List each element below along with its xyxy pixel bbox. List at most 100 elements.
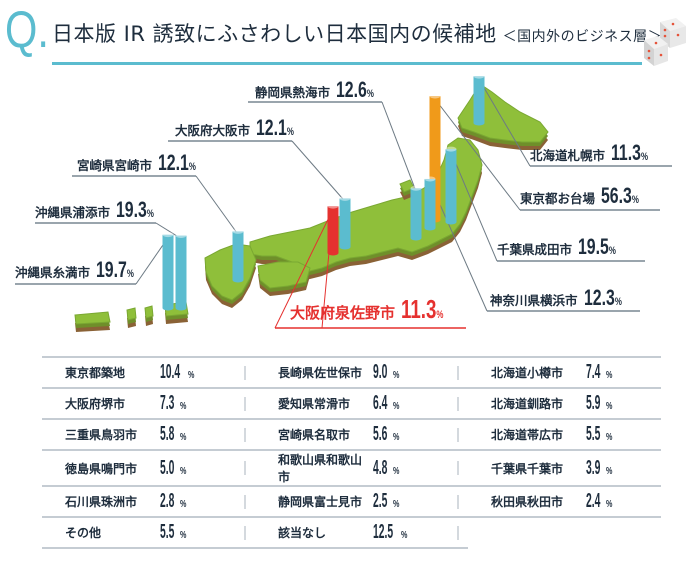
bar-cap bbox=[473, 73, 485, 79]
bar-candidate bbox=[162, 232, 174, 311]
map-label: 神奈川県横浜市 12.3% bbox=[490, 285, 636, 311]
percent-value: 5.6% bbox=[373, 418, 448, 450]
city-name: 千葉県千葉市 bbox=[468, 449, 586, 486]
city-name: 三重県鳥羽市 bbox=[42, 418, 160, 450]
bar-highlight bbox=[327, 203, 339, 256]
column-divider bbox=[448, 356, 468, 388]
title-underline bbox=[52, 62, 642, 65]
city-name: 千葉県成田市 bbox=[497, 242, 573, 257]
column-divider bbox=[235, 387, 255, 419]
table-row: 石川県珠洲市 2.8% 静岡県富士見市 2.5% 秋田県秋田市 2.4% bbox=[42, 485, 661, 517]
map-label: 沖縄県糸満市 19.7% bbox=[15, 257, 149, 283]
percent-value: 4.8% bbox=[373, 449, 448, 486]
city-name: 静岡県熱海市 bbox=[255, 85, 331, 100]
bar-base bbox=[424, 225, 436, 231]
city-name: 大阪府堺市 bbox=[42, 387, 160, 419]
leader-line bbox=[274, 208, 334, 329]
bar-candidate bbox=[232, 228, 244, 283]
bars bbox=[162, 73, 485, 311]
city-name: 北海道釧路市 bbox=[468, 387, 586, 419]
column-divider bbox=[235, 516, 255, 549]
percent-value: 19.7% bbox=[96, 257, 134, 282]
bar bbox=[339, 198, 351, 247]
title-text: 日本版 IR 誘致にふさわしい日本国内の候補地 bbox=[52, 22, 497, 46]
bar-cap bbox=[339, 195, 351, 201]
percent-value: 56.3% bbox=[601, 183, 639, 208]
percent-value: 2.5% bbox=[373, 485, 448, 517]
percent-value: 10.4% bbox=[160, 356, 235, 388]
city-name: 石川県珠洲市 bbox=[42, 485, 160, 517]
percent-value: 5.5% bbox=[160, 516, 235, 549]
island-honshu bbox=[249, 137, 483, 280]
city-name: 大阪府泉佐野市 bbox=[290, 304, 396, 322]
map-label: 千葉県成田市 19.5% bbox=[497, 234, 631, 260]
percent-value: 2.8% bbox=[160, 485, 235, 517]
bar-cap bbox=[410, 185, 422, 191]
bar bbox=[232, 231, 244, 280]
city-name: 長崎県佐世保市 bbox=[255, 356, 373, 388]
city-name: 愛知県常滑市 bbox=[255, 387, 373, 419]
empty-cell bbox=[468, 516, 661, 548]
column-divider bbox=[448, 449, 468, 486]
percent-value: 11.3% bbox=[401, 294, 444, 324]
column-divider bbox=[235, 449, 255, 486]
leader-line bbox=[381, 101, 417, 192]
bar-base bbox=[473, 120, 485, 126]
bar-cap bbox=[162, 232, 174, 238]
bar bbox=[175, 235, 187, 308]
city-name: 大阪府大阪市 bbox=[175, 123, 251, 138]
island-ok1 bbox=[74, 311, 111, 332]
bar-base bbox=[327, 250, 339, 256]
leader-line bbox=[478, 78, 531, 167]
island-shikoku bbox=[257, 261, 311, 296]
percent-value: 6.4% bbox=[373, 387, 448, 419]
japan-map bbox=[15, 73, 672, 332]
city-name: 静岡県富士見市 bbox=[255, 485, 373, 517]
island-kyushu bbox=[204, 243, 257, 308]
city-name: 北海道小樽市 bbox=[468, 356, 586, 388]
bar bbox=[327, 206, 339, 253]
bar bbox=[410, 188, 422, 238]
island-ok2 bbox=[126, 307, 137, 328]
column-divider bbox=[448, 418, 468, 450]
bar-candidate bbox=[410, 185, 422, 241]
bar-cap bbox=[232, 228, 244, 234]
dice-icon bbox=[644, 18, 686, 66]
bar-candidate bbox=[424, 176, 436, 231]
bar bbox=[162, 234, 174, 308]
percent-value: 12.1% bbox=[256, 115, 294, 140]
bar-base bbox=[232, 277, 244, 283]
column-divider bbox=[448, 516, 468, 549]
city-name: 該当なし bbox=[255, 516, 373, 549]
map-label: 大阪府泉佐野市 11.3% bbox=[290, 294, 460, 325]
bar-cap bbox=[429, 93, 441, 99]
city-name: 神奈川県横浜市 bbox=[490, 293, 578, 308]
percent-value: 3.9% bbox=[586, 449, 661, 486]
bar-cap bbox=[327, 203, 339, 209]
bar bbox=[424, 178, 436, 228]
column-divider bbox=[235, 356, 255, 388]
city-name: 和歌山県和歌山市 bbox=[255, 449, 373, 486]
city-name: 沖縄県糸満市 bbox=[15, 265, 91, 280]
map-label: 東京都お台場 56.3% bbox=[520, 183, 654, 209]
map-label: 大阪府大阪市 12.1% bbox=[175, 115, 309, 141]
percent-value: 7.4% bbox=[586, 356, 661, 388]
table-row: その他 5.5% 該当なし 12.5% bbox=[42, 516, 661, 549]
percent-value: 2.4% bbox=[586, 485, 661, 517]
percent-value: 12.3% bbox=[583, 285, 622, 310]
column-divider bbox=[235, 418, 255, 450]
question-mark: Q. bbox=[5, 1, 49, 59]
island-ok3 bbox=[144, 305, 154, 326]
map-label: 沖縄県浦添市 19.3% bbox=[35, 197, 169, 223]
city-name: 東京都お台場 bbox=[520, 191, 596, 206]
city-name: 北海道帯広市 bbox=[468, 418, 586, 450]
bar-base bbox=[410, 235, 422, 241]
bar bbox=[429, 96, 441, 220]
bar-cap bbox=[445, 146, 457, 152]
bar-candidate bbox=[339, 195, 351, 250]
map-label: 静岡県熱海市 12.6% bbox=[255, 77, 389, 103]
percent-value: 5.9% bbox=[586, 387, 661, 419]
bar bbox=[473, 76, 485, 123]
leader-line bbox=[195, 175, 239, 235]
